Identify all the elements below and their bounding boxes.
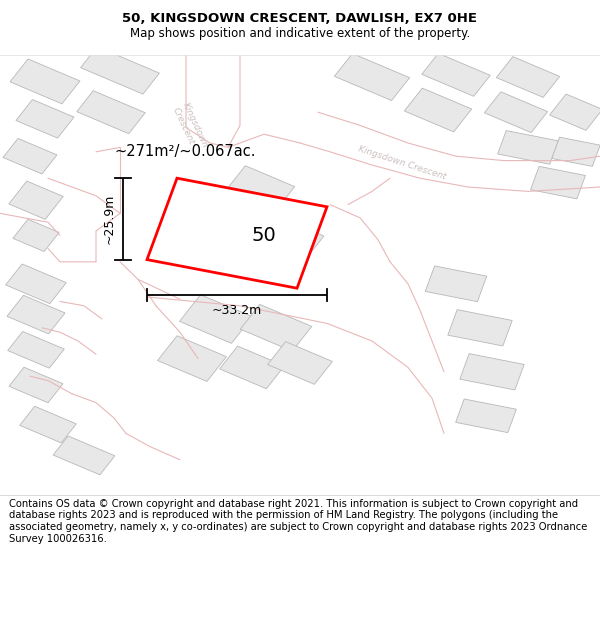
Polygon shape: [7, 296, 65, 334]
Polygon shape: [448, 309, 512, 346]
Polygon shape: [13, 219, 59, 251]
Polygon shape: [3, 138, 57, 174]
Polygon shape: [77, 91, 145, 134]
Polygon shape: [199, 216, 269, 264]
Text: 50: 50: [251, 226, 277, 245]
Text: ~25.9m: ~25.9m: [103, 194, 116, 244]
Text: ~271m²/~0.067ac.: ~271m²/~0.067ac.: [114, 144, 256, 159]
Polygon shape: [9, 368, 63, 402]
Polygon shape: [404, 88, 472, 132]
Text: 50, KINGSDOWN CRESCENT, DAWLISH, EX7 0HE: 50, KINGSDOWN CRESCENT, DAWLISH, EX7 0HE: [122, 12, 478, 25]
Polygon shape: [53, 436, 115, 475]
Text: ~33.2m: ~33.2m: [212, 304, 262, 318]
Polygon shape: [552, 138, 600, 166]
Polygon shape: [422, 53, 490, 96]
Polygon shape: [10, 59, 80, 104]
Polygon shape: [530, 166, 586, 199]
Polygon shape: [240, 304, 312, 351]
Polygon shape: [460, 354, 524, 390]
Polygon shape: [484, 92, 548, 132]
Text: Kingsdown Crescent: Kingsdown Crescent: [357, 144, 447, 181]
Polygon shape: [334, 54, 410, 101]
Polygon shape: [455, 399, 517, 432]
Polygon shape: [252, 215, 324, 264]
Polygon shape: [16, 99, 74, 138]
Polygon shape: [550, 94, 600, 131]
Polygon shape: [220, 346, 284, 389]
Polygon shape: [5, 264, 67, 304]
Polygon shape: [496, 57, 560, 98]
Text: Contains OS data © Crown copyright and database right 2021. This information is : Contains OS data © Crown copyright and d…: [9, 499, 587, 544]
Polygon shape: [147, 178, 327, 288]
Text: Map shows position and indicative extent of the property.: Map shows position and indicative extent…: [130, 27, 470, 39]
Polygon shape: [158, 336, 226, 381]
Polygon shape: [8, 331, 64, 368]
Text: Kingsdown
Crescent: Kingsdown Crescent: [171, 101, 209, 154]
Polygon shape: [179, 294, 253, 343]
Polygon shape: [497, 131, 559, 164]
Polygon shape: [221, 166, 295, 217]
Polygon shape: [425, 266, 487, 302]
Polygon shape: [268, 342, 332, 384]
Polygon shape: [9, 181, 63, 219]
Polygon shape: [20, 406, 76, 443]
Polygon shape: [80, 47, 160, 94]
